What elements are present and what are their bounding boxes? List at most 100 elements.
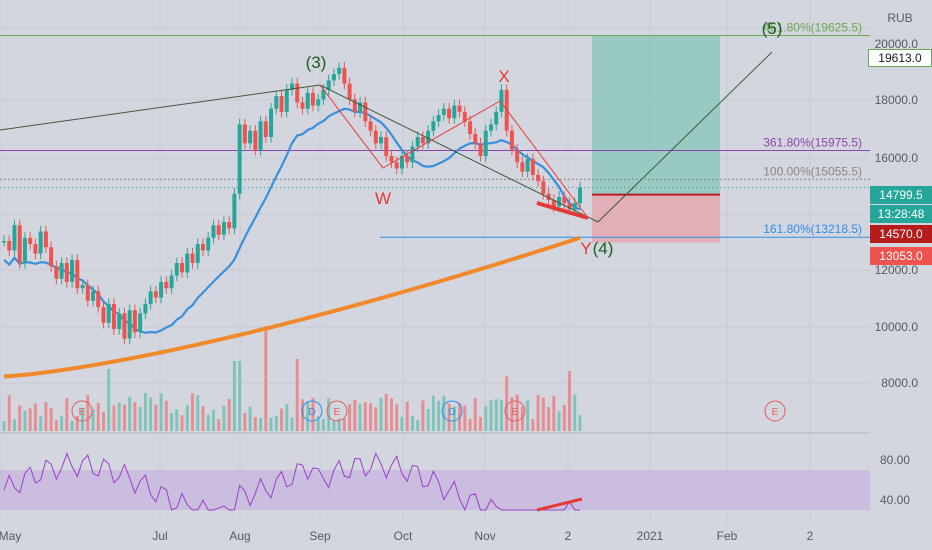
candle-body[interactable] (384, 137, 389, 156)
candle-body[interactable] (75, 259, 80, 289)
event-marker[interactable]: D (301, 400, 323, 422)
candle-body[interactable] (494, 111, 499, 125)
candle-body[interactable] (96, 291, 101, 308)
candle-body[interactable] (143, 303, 148, 314)
candle-body[interactable] (431, 121, 436, 131)
candle-body[interactable] (180, 263, 185, 273)
candle-body[interactable] (488, 124, 493, 131)
candle-body[interactable] (373, 130, 378, 144)
time-axis[interactable]: May Jul Aug Sep Oct Nov 2 2021 Feb 2 (0, 529, 814, 543)
candle-body[interactable] (248, 130, 253, 144)
candle-body[interactable] (321, 89, 326, 100)
candle-body[interactable] (290, 83, 294, 90)
candle-body[interactable] (447, 108, 452, 119)
wxy-wave-red[interactable] (319, 84, 589, 219)
candle-body[interactable] (399, 155, 404, 169)
candle-body[interactable] (70, 259, 75, 282)
candle-body[interactable] (342, 67, 347, 84)
candle-body[interactable] (352, 99, 357, 112)
candle-body[interactable] (28, 237, 33, 245)
candle-body[interactable] (169, 275, 174, 289)
candle-body[interactable] (483, 130, 488, 156)
candle-body[interactable] (410, 146, 415, 163)
candle-body[interactable] (536, 174, 541, 182)
candle-body[interactable] (17, 225, 22, 263)
candle-body[interactable] (159, 281, 164, 298)
candle-body[interactable] (232, 193, 237, 229)
event-marker[interactable]: E (326, 400, 348, 422)
candle-body[interactable] (2, 240, 6, 243)
candle-body[interactable] (478, 143, 483, 156)
candle-body[interactable] (216, 225, 221, 235)
candle-body[interactable] (578, 187, 582, 204)
candle-body[interactable] (117, 313, 122, 330)
candle-body[interactable] (525, 159, 530, 172)
candle-body[interactable] (457, 105, 462, 112)
candle-body[interactable] (237, 124, 242, 194)
candle-body[interactable] (106, 303, 111, 323)
candle-body[interactable] (253, 130, 258, 150)
candle-body[interactable] (557, 196, 562, 207)
candle-body[interactable] (211, 225, 216, 238)
candle-body[interactable] (337, 67, 342, 75)
candle-body[interactable] (7, 240, 12, 251)
candle-body[interactable] (347, 83, 352, 100)
candle-body[interactable] (38, 231, 43, 254)
candle-body[interactable] (153, 291, 158, 298)
candle-body[interactable] (132, 310, 137, 333)
event-marker[interactable]: D (441, 400, 463, 422)
candle-body[interactable] (206, 237, 211, 251)
candle-body[interactable] (33, 244, 38, 254)
candle-body[interactable] (54, 266, 59, 279)
candle-body[interactable] (509, 130, 514, 150)
candle-body[interactable] (185, 253, 190, 273)
candle-body[interactable] (316, 99, 321, 106)
divergence-line-price[interactable] (536, 201, 589, 220)
event-marker[interactable]: E (504, 400, 526, 422)
candle-body[interactable] (122, 313, 127, 339)
profit-zone[interactable] (592, 35, 720, 195)
candle-body[interactable] (148, 291, 153, 304)
candle-body[interactable] (91, 291, 96, 301)
candle-body[interactable] (326, 80, 331, 90)
candle-body[interactable] (22, 237, 27, 263)
candle-body[interactable] (441, 108, 446, 116)
candle-body[interactable] (101, 307, 106, 323)
candle-body[interactable] (473, 133, 478, 144)
candle-body[interactable] (389, 155, 394, 163)
candle-body[interactable] (111, 303, 116, 330)
candle-body[interactable] (138, 313, 143, 333)
candle-body[interactable] (190, 253, 195, 263)
candle-body[interactable] (200, 244, 205, 251)
candle-body[interactable] (567, 203, 572, 210)
candle-body[interactable] (572, 203, 577, 210)
candle-body[interactable] (174, 263, 179, 276)
candle-body[interactable] (227, 222, 232, 229)
candle-body[interactable] (80, 285, 85, 289)
candle-body[interactable] (546, 193, 551, 201)
divergence-line-rsi[interactable] (536, 497, 583, 512)
candle-body[interactable] (379, 137, 384, 144)
elliott-wave-green[interactable] (0, 51, 773, 223)
candle-body[interactable] (462, 111, 467, 122)
candle-body[interactable] (363, 102, 368, 122)
candle-body[interactable] (499, 89, 504, 112)
candle-body[interactable] (164, 281, 169, 289)
candle-body[interactable] (541, 181, 546, 194)
loss-zone[interactable] (592, 194, 720, 243)
fibonacci-levels[interactable]: 461.80%(19625.5) 361.80%(15975.5) 100.00%(… (0, 21, 870, 238)
candle-body[interactable] (420, 137, 425, 144)
candle-body[interactable] (310, 93, 315, 106)
candle-body[interactable] (59, 263, 64, 279)
candle-body[interactable] (551, 200, 556, 207)
candle-body[interactable] (331, 74, 336, 81)
candle-body[interactable] (368, 121, 373, 131)
candle-body[interactable] (85, 285, 90, 301)
candle-body[interactable] (405, 155, 410, 163)
candle-body[interactable] (43, 231, 48, 248)
candle-body[interactable] (515, 149, 520, 163)
candle-body[interactable] (195, 244, 200, 263)
candle-body[interactable] (426, 130, 431, 144)
